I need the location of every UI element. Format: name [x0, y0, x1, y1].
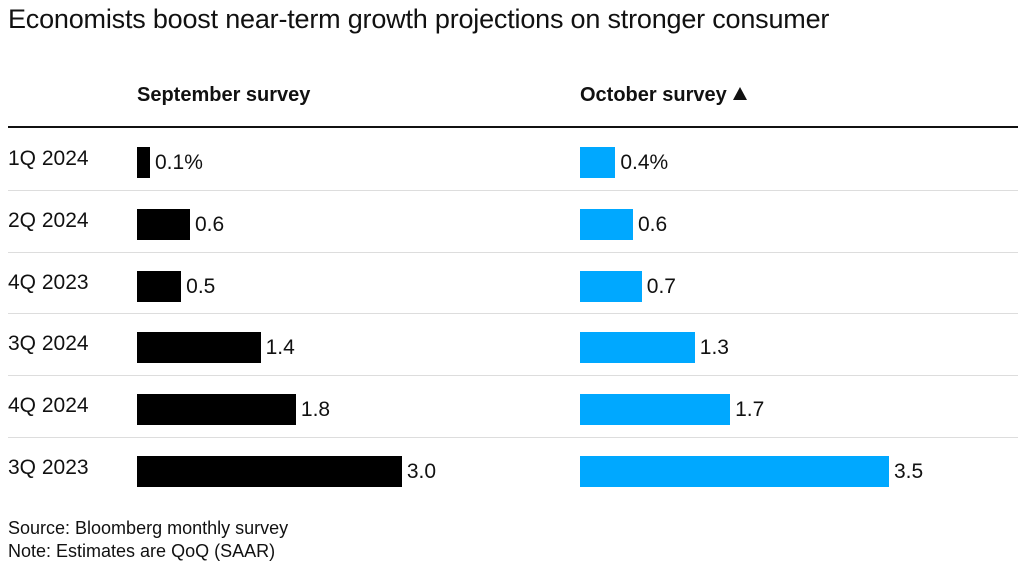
estimate-note: Note: Estimates are QoQ (SAAR) — [8, 541, 276, 561]
october-bar — [580, 270, 642, 302]
october-survey-header[interactable]: October survey — [580, 84, 747, 107]
row-divider — [8, 437, 1018, 438]
october-survey-label: October survey — [580, 84, 727, 106]
october-bar — [580, 394, 731, 426]
october-value-label: 0.7 — [646, 274, 676, 298]
october-bar — [580, 147, 616, 178]
october-value-label: 0.4% — [620, 151, 669, 174]
row-label: 2Q 2024 — [8, 208, 89, 232]
october-bar — [580, 208, 633, 240]
row-divider — [8, 251, 1018, 253]
row-label: 4Q 2024 — [8, 394, 89, 418]
row-label: 1Q 2024 — [8, 147, 89, 170]
september-value-label: 3.0 — [406, 460, 437, 483]
row-divider — [8, 375, 1018, 377]
row-label: 4Q 2023 — [8, 270, 89, 294]
september-bar — [137, 394, 296, 426]
chart-title: Economists boost near-term growth projec… — [8, 4, 830, 34]
october-bar — [580, 456, 889, 487]
september-bar — [137, 147, 150, 178]
september-bar — [137, 456, 402, 487]
october-bar — [580, 332, 695, 364]
september-survey-header[interactable]: September survey — [137, 84, 310, 107]
september-value-label: 0.6 — [194, 212, 225, 236]
row-label: 3Q 2023 — [8, 456, 89, 479]
september-survey-label: September survey — [137, 84, 311, 106]
october-value-label: 1.3 — [699, 336, 729, 360]
september-value-label: 0.1% — [155, 151, 203, 174]
header-rule — [8, 126, 1018, 128]
september-value-label: 0.5 — [186, 274, 216, 298]
source-note: Source: Bloomberg monthly survey — [8, 518, 289, 538]
row-divider — [8, 189, 1018, 191]
sort-ascending-icon[interactable] — [732, 87, 747, 100]
september-bar — [137, 208, 190, 240]
october-value-label: 1.7 — [735, 398, 765, 422]
october-value-label: 0.6 — [637, 212, 668, 236]
row-divider — [8, 313, 1018, 315]
october-value-label: 3.5 — [894, 460, 924, 483]
row-label: 3Q 2024 — [8, 332, 89, 356]
september-bar — [137, 270, 182, 302]
september-value-label: 1.8 — [300, 398, 331, 422]
september-bar — [137, 332, 261, 364]
september-value-label: 1.4 — [265, 336, 295, 360]
